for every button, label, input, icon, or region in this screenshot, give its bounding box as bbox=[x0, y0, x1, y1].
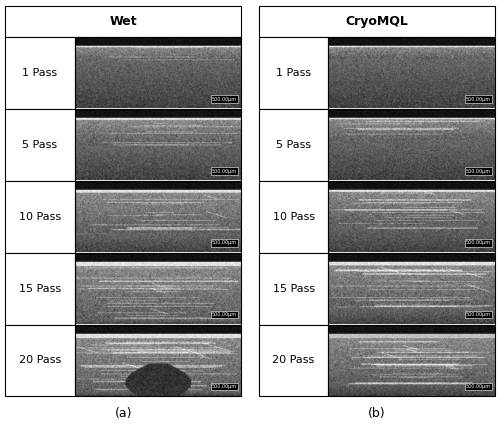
Text: 500.00μm: 500.00μm bbox=[466, 168, 491, 173]
Text: 500.00μm: 500.00μm bbox=[212, 168, 237, 173]
Text: 500.00μm: 500.00μm bbox=[466, 97, 491, 102]
Text: 15 Pass: 15 Pass bbox=[19, 284, 61, 293]
Text: 1 Pass: 1 Pass bbox=[276, 68, 311, 78]
Text: 500.00μm: 500.00μm bbox=[212, 312, 237, 317]
Text: 5 Pass: 5 Pass bbox=[276, 140, 311, 150]
Text: 1 Pass: 1 Pass bbox=[22, 68, 58, 78]
Text: 5 Pass: 5 Pass bbox=[22, 140, 58, 150]
Text: 10 Pass: 10 Pass bbox=[19, 212, 61, 222]
Text: 20 Pass: 20 Pass bbox=[18, 355, 61, 365]
Text: 10 Pass: 10 Pass bbox=[272, 212, 314, 222]
Text: 500.00μm: 500.00μm bbox=[466, 384, 491, 389]
Text: 500.00μm: 500.00μm bbox=[466, 240, 491, 245]
Text: 500.00μm: 500.00μm bbox=[212, 384, 237, 389]
Text: 500.00μm: 500.00μm bbox=[466, 312, 491, 317]
Text: Wet: Wet bbox=[110, 15, 137, 28]
Text: (b): (b) bbox=[368, 407, 386, 420]
Text: (a): (a) bbox=[114, 407, 132, 420]
Text: 500.00μm: 500.00μm bbox=[212, 240, 237, 245]
Text: 15 Pass: 15 Pass bbox=[272, 284, 314, 293]
Text: 20 Pass: 20 Pass bbox=[272, 355, 314, 365]
Text: CryoMQL: CryoMQL bbox=[346, 15, 408, 28]
Text: 500.00μm: 500.00μm bbox=[212, 97, 237, 102]
